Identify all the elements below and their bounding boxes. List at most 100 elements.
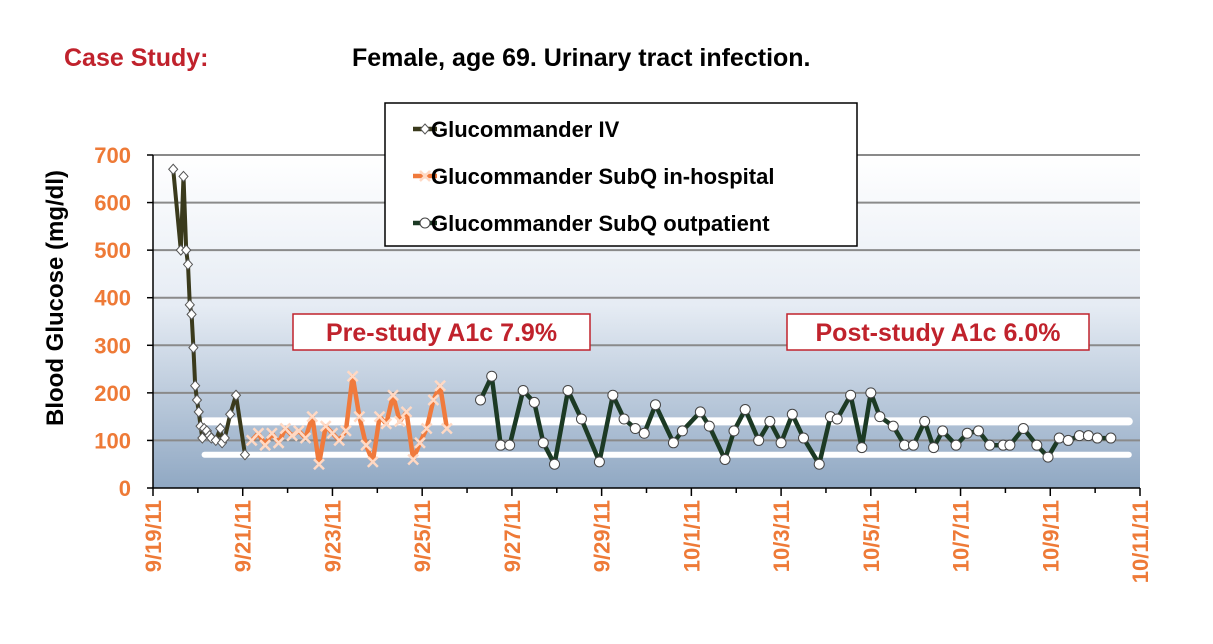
legend: Glucommander IV Glucommander SubQ in-hosp… bbox=[384, 102, 858, 247]
subq-outpatient-point bbox=[1082, 430, 1094, 442]
y-tick-label: 0 bbox=[119, 476, 131, 501]
subq-outpatient-point bbox=[984, 439, 996, 451]
subq-outpatient-point bbox=[887, 420, 899, 432]
subq-inpatient-point bbox=[272, 436, 285, 449]
subq-inpatient-point bbox=[420, 422, 433, 435]
iv-point bbox=[188, 341, 199, 354]
subq-outpatient-point bbox=[972, 425, 984, 437]
iv-point bbox=[210, 434, 221, 447]
subq-inpatient-point bbox=[387, 389, 399, 402]
subq-outpatient-point bbox=[504, 439, 516, 451]
y-tick-label: 300 bbox=[94, 333, 131, 358]
subq-inpatient-point bbox=[407, 453, 420, 466]
x-tick-label: 10/11/11 bbox=[1128, 500, 1153, 583]
subq-outpatient-point bbox=[950, 439, 962, 451]
iv-point bbox=[215, 422, 226, 435]
iv-point bbox=[230, 389, 242, 401]
series-subq-outpatient bbox=[475, 370, 1117, 470]
x-tick-label: 9/23/11 bbox=[320, 500, 345, 572]
x-tick-label: 9/29/11 bbox=[590, 500, 615, 572]
iv-point bbox=[189, 379, 201, 392]
subq-outpatient-point bbox=[593, 456, 605, 468]
subq-outpatient-point bbox=[537, 437, 549, 449]
subq-outpatient-point bbox=[865, 387, 877, 399]
y-tick-label: 400 bbox=[94, 286, 131, 311]
iv-point bbox=[219, 432, 230, 444]
x-tick-label: 10/3/11 bbox=[769, 500, 794, 572]
subq-inpatient-point bbox=[380, 417, 393, 430]
case-study-label: Case Study: bbox=[64, 44, 209, 72]
iv-point bbox=[168, 163, 179, 176]
subq-outpatient-point bbox=[831, 413, 843, 425]
y-axis-label: Blood Glucose (mg/dl) bbox=[42, 170, 69, 426]
legend-subq-inpatient-point bbox=[419, 170, 431, 182]
subq-inpatient-point bbox=[266, 427, 278, 440]
pre-study-a1c-annotation: Pre-study A1c 7.9% bbox=[292, 313, 591, 351]
subq-outpatient-point bbox=[856, 442, 868, 454]
x-tick-label: 9/25/11 bbox=[410, 500, 435, 572]
subq-outpatient-point bbox=[739, 404, 751, 416]
annotation-text: Post-study A1c 6.0% bbox=[816, 319, 1061, 347]
subq-outpatient-point bbox=[907, 439, 919, 451]
subq-outpatient-point bbox=[528, 396, 540, 408]
subq-outpatient-point bbox=[517, 384, 529, 396]
subq-outpatient-point bbox=[703, 420, 715, 432]
legend-label: Glucommander IV bbox=[431, 117, 620, 142]
x-tick-label: 10/5/11 bbox=[859, 500, 884, 572]
subq-inpatient-point bbox=[340, 425, 352, 437]
subq-outpatient-point bbox=[486, 370, 498, 382]
legend-item-subq-inpatient: Glucommander SubQ in-hospital bbox=[413, 164, 774, 189]
subq-outpatient-point bbox=[1053, 432, 1065, 444]
subq-inpatient-point bbox=[259, 439, 272, 452]
subq-outpatient-point bbox=[562, 384, 574, 396]
subq-inpatient-point bbox=[252, 427, 265, 440]
x-tick-label: 9/19/11 bbox=[141, 500, 166, 572]
iv-point bbox=[182, 258, 194, 271]
subq-outpatient-point bbox=[1091, 432, 1103, 444]
legend-item-iv: Glucommander IV bbox=[413, 117, 620, 142]
subq-inpatient-point bbox=[313, 458, 325, 471]
case-description: Female, age 69. Urinary tract infection. bbox=[352, 44, 811, 72]
subq-outpatient-point bbox=[928, 442, 940, 454]
legend-iv-point bbox=[419, 123, 431, 135]
subq-outpatient-point bbox=[1105, 432, 1117, 444]
iv-point bbox=[186, 308, 197, 321]
subq-outpatient-point bbox=[676, 425, 688, 437]
y-tick-label: 100 bbox=[94, 428, 131, 453]
y-tick-label: 200 bbox=[94, 381, 131, 406]
subq-inpatient-point bbox=[299, 432, 312, 444]
subq-outpatient-point bbox=[937, 425, 949, 437]
iv-point bbox=[184, 299, 195, 311]
subq-outpatient-point bbox=[1042, 451, 1054, 463]
subq-inpatient-point bbox=[360, 439, 372, 452]
subq-outpatient-point bbox=[667, 437, 679, 449]
subq-inpatient-point bbox=[434, 379, 447, 392]
series-subq-inpatient bbox=[245, 370, 453, 471]
subq-outpatient-point bbox=[629, 423, 641, 435]
iv-point bbox=[181, 244, 192, 256]
subq-outpatient-point bbox=[728, 425, 740, 437]
annotation-text: Pre-study A1c 7.9% bbox=[326, 319, 557, 347]
iv-point bbox=[178, 170, 189, 183]
subq-inpatient-point bbox=[427, 394, 440, 406]
subq-outpatient-point bbox=[649, 399, 661, 411]
subq-outpatient-point bbox=[775, 437, 787, 449]
subq-inpatient-point bbox=[393, 415, 406, 428]
subq-outpatient-point bbox=[607, 389, 619, 401]
subq-inpatient-point bbox=[366, 455, 379, 468]
legend-item-subq-outpatient: Glucommander SubQ outpatient bbox=[413, 211, 770, 236]
iv-point bbox=[224, 408, 236, 421]
subq-inpatient-point bbox=[440, 422, 453, 435]
subq-outpatient-point bbox=[753, 434, 765, 446]
subq-inpatient-point bbox=[333, 434, 346, 447]
subq-outpatient-point bbox=[1004, 439, 1016, 451]
subq-inpatient-point bbox=[353, 410, 366, 423]
y-tick-label: 500 bbox=[94, 238, 131, 263]
legend-label: Glucommander SubQ outpatient bbox=[431, 211, 770, 236]
subq-inpatient-point bbox=[400, 406, 413, 418]
legend-label: Glucommander SubQ in-hospital bbox=[431, 164, 774, 189]
y-tick-label: 700 bbox=[94, 143, 131, 168]
subq-outpatient-point bbox=[961, 427, 973, 439]
post-study-a1c-annotation: Post-study A1c 6.0% bbox=[786, 313, 1090, 351]
subq-outpatient-point bbox=[845, 389, 857, 401]
